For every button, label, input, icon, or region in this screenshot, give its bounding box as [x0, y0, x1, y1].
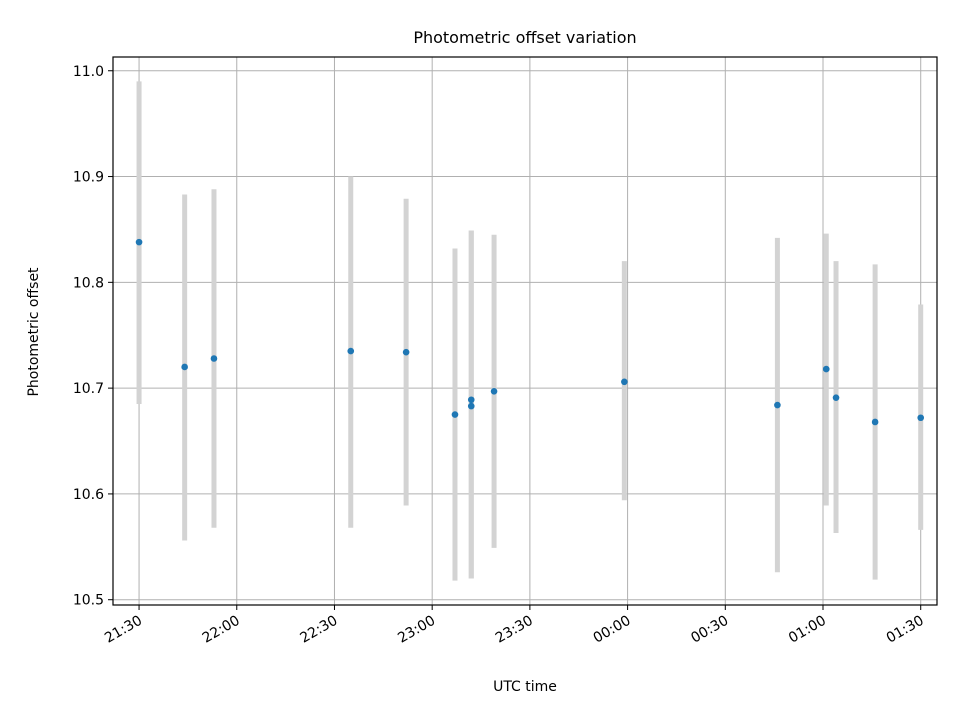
data-point: [402, 348, 410, 356]
chart-title: Photometric offset variation: [413, 28, 636, 47]
y-tick-label: 10.9: [73, 170, 104, 186]
data-point: [822, 365, 830, 373]
y-axis-ticks: 10.5 10.6 10.7 10.8 10.9 11.0: [73, 64, 113, 609]
y-axis-label: Photometric offset: [26, 267, 42, 397]
data-point: [871, 418, 879, 426]
y-tick-label: 10.7: [73, 381, 104, 397]
data-point: [451, 411, 459, 418]
data-point: [467, 396, 475, 404]
data-point: [621, 378, 628, 386]
data-points: [135, 238, 925, 426]
data-point: [347, 347, 355, 355]
data-point: [181, 363, 188, 371]
y-tick-label: 11.0: [73, 64, 104, 80]
y-tick-label: 10.6: [73, 487, 104, 503]
plot-frame: [112, 56, 938, 606]
x-axis-label: UTC time: [493, 679, 557, 695]
y-tick-label: 10.5: [73, 593, 104, 609]
data-point: [467, 402, 475, 410]
y-tick-label: 10.8: [73, 275, 104, 291]
grid-lines: [113, 57, 937, 605]
data-point: [832, 394, 840, 401]
data-point: [917, 414, 925, 422]
data-point: [210, 355, 218, 362]
data-point: [135, 238, 143, 246]
data-point: [774, 401, 781, 409]
data-point: [490, 388, 498, 395]
